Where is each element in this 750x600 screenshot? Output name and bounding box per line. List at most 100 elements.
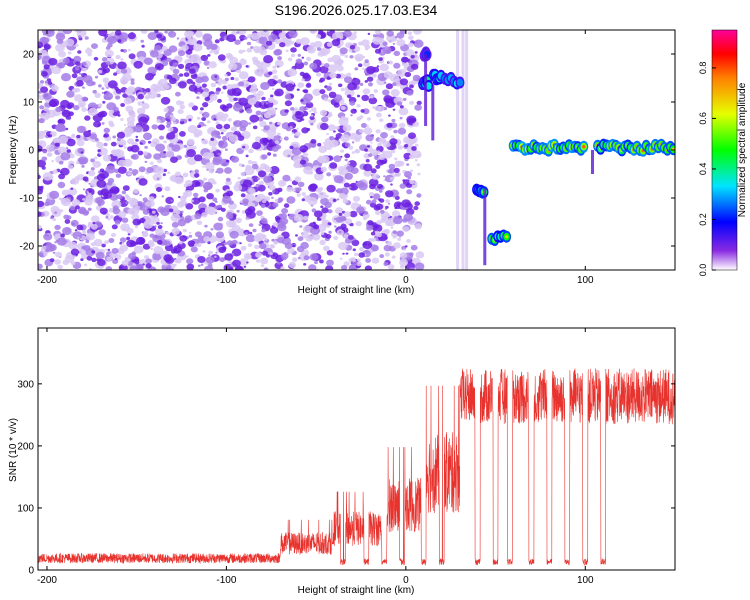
- noise-blob: [111, 224, 118, 230]
- noise-blob: [217, 135, 222, 139]
- noise-blob: [373, 89, 378, 93]
- noise-blob: [213, 118, 217, 121]
- noise-blob: [81, 158, 86, 162]
- noise-blob: [108, 238, 115, 243]
- noise-blob: [243, 36, 248, 40]
- noise-blob: [95, 162, 98, 165]
- noise-blob: [146, 166, 154, 174]
- noise-blob: [301, 56, 305, 59]
- noise-blob: [45, 233, 50, 237]
- noise-blob: [61, 189, 70, 196]
- noise-blob: [101, 57, 108, 62]
- noise-blob: [38, 133, 43, 138]
- noise-blob: [76, 224, 84, 231]
- noise-blob: [349, 210, 358, 218]
- noise-blob: [223, 113, 229, 118]
- noise-blob: [136, 237, 145, 245]
- noise-blob: [138, 178, 148, 186]
- noise-blob: [190, 73, 198, 80]
- noise-blob: [329, 162, 338, 169]
- noise-blob: [105, 212, 110, 217]
- noise-blob: [243, 253, 252, 260]
- noise-blob: [66, 149, 71, 153]
- noise-blob: [105, 61, 111, 65]
- noise-blob: [351, 239, 360, 247]
- noise-blob: [274, 88, 284, 97]
- noise-blob: [293, 213, 304, 222]
- noise-blob: [41, 60, 48, 65]
- noise-blob: [78, 208, 87, 215]
- noise-blob: [160, 96, 171, 105]
- noise-blob: [208, 254, 211, 257]
- noise-blob: [51, 85, 59, 92]
- noise-blob: [306, 56, 312, 62]
- noise-blob: [313, 210, 323, 218]
- noise-blob: [71, 73, 78, 79]
- noise-blob: [197, 124, 202, 129]
- noise-blob: [208, 61, 217, 69]
- noise-blob: [190, 246, 198, 253]
- noise-blob: [319, 155, 322, 158]
- noise-blob: [156, 221, 160, 225]
- noise-blob: [324, 63, 330, 68]
- noise-blob: [279, 217, 289, 225]
- noise-blob: [303, 263, 307, 266]
- noise-blob: [165, 150, 175, 158]
- noise-blob: [344, 158, 348, 162]
- noise-blob: [142, 263, 145, 266]
- noise-blob: [260, 264, 265, 268]
- noise-blob: [408, 132, 416, 139]
- noise-blob: [39, 80, 45, 84]
- noise-blob: [404, 245, 408, 248]
- noise-blob: [399, 78, 409, 86]
- noise-blob: [128, 252, 136, 260]
- noise-blob: [340, 149, 344, 153]
- noise-blob: [225, 177, 231, 182]
- noise-blob: [226, 84, 234, 90]
- noise-blob: [391, 149, 396, 154]
- noise-blob: [194, 169, 199, 173]
- noise-blob: [42, 150, 47, 154]
- noise-blob: [94, 156, 98, 160]
- noise-blob: [407, 42, 414, 48]
- noise-blob: [119, 241, 123, 245]
- noise-blob: [383, 261, 389, 267]
- noise-blob: [276, 65, 280, 68]
- noise-blob: [201, 87, 205, 90]
- noise-blob: [41, 37, 50, 44]
- noise-blob: [135, 97, 139, 101]
- noise-blob: [261, 96, 266, 101]
- noise-blob: [131, 156, 135, 159]
- noise-blob: [266, 142, 270, 145]
- snr-ylabel: SNR (10 * v/v): [8, 418, 19, 482]
- x-tick-label: 100: [577, 575, 594, 586]
- noise-blob: [219, 257, 225, 263]
- noise-blob: [341, 265, 348, 270]
- noise-blob: [260, 217, 268, 224]
- noise-blob: [188, 84, 198, 92]
- noise-blob: [340, 134, 350, 143]
- noise-blob: [245, 154, 249, 158]
- noise-blob: [406, 239, 411, 243]
- noise-blob: [93, 238, 103, 247]
- noise-blob: [118, 141, 124, 146]
- noise-blob: [214, 39, 220, 44]
- noise-blob: [184, 179, 193, 187]
- noise-blob: [326, 259, 334, 266]
- noise-blob: [365, 159, 370, 163]
- noise-blob: [394, 206, 398, 210]
- noise-blob: [238, 81, 245, 87]
- noise-blob: [278, 32, 286, 39]
- noise-blob: [344, 218, 352, 225]
- noise-blob: [82, 86, 85, 89]
- noise-blob: [114, 86, 119, 91]
- noise-blob: [392, 108, 396, 111]
- noise-blob: [319, 66, 329, 74]
- noise-blob: [110, 141, 117, 147]
- noise-blob: [272, 153, 277, 157]
- x-tick-label: -100: [216, 275, 236, 286]
- x-tick-label: -200: [37, 275, 57, 286]
- noise-blob: [250, 46, 254, 49]
- noise-blob: [191, 197, 201, 205]
